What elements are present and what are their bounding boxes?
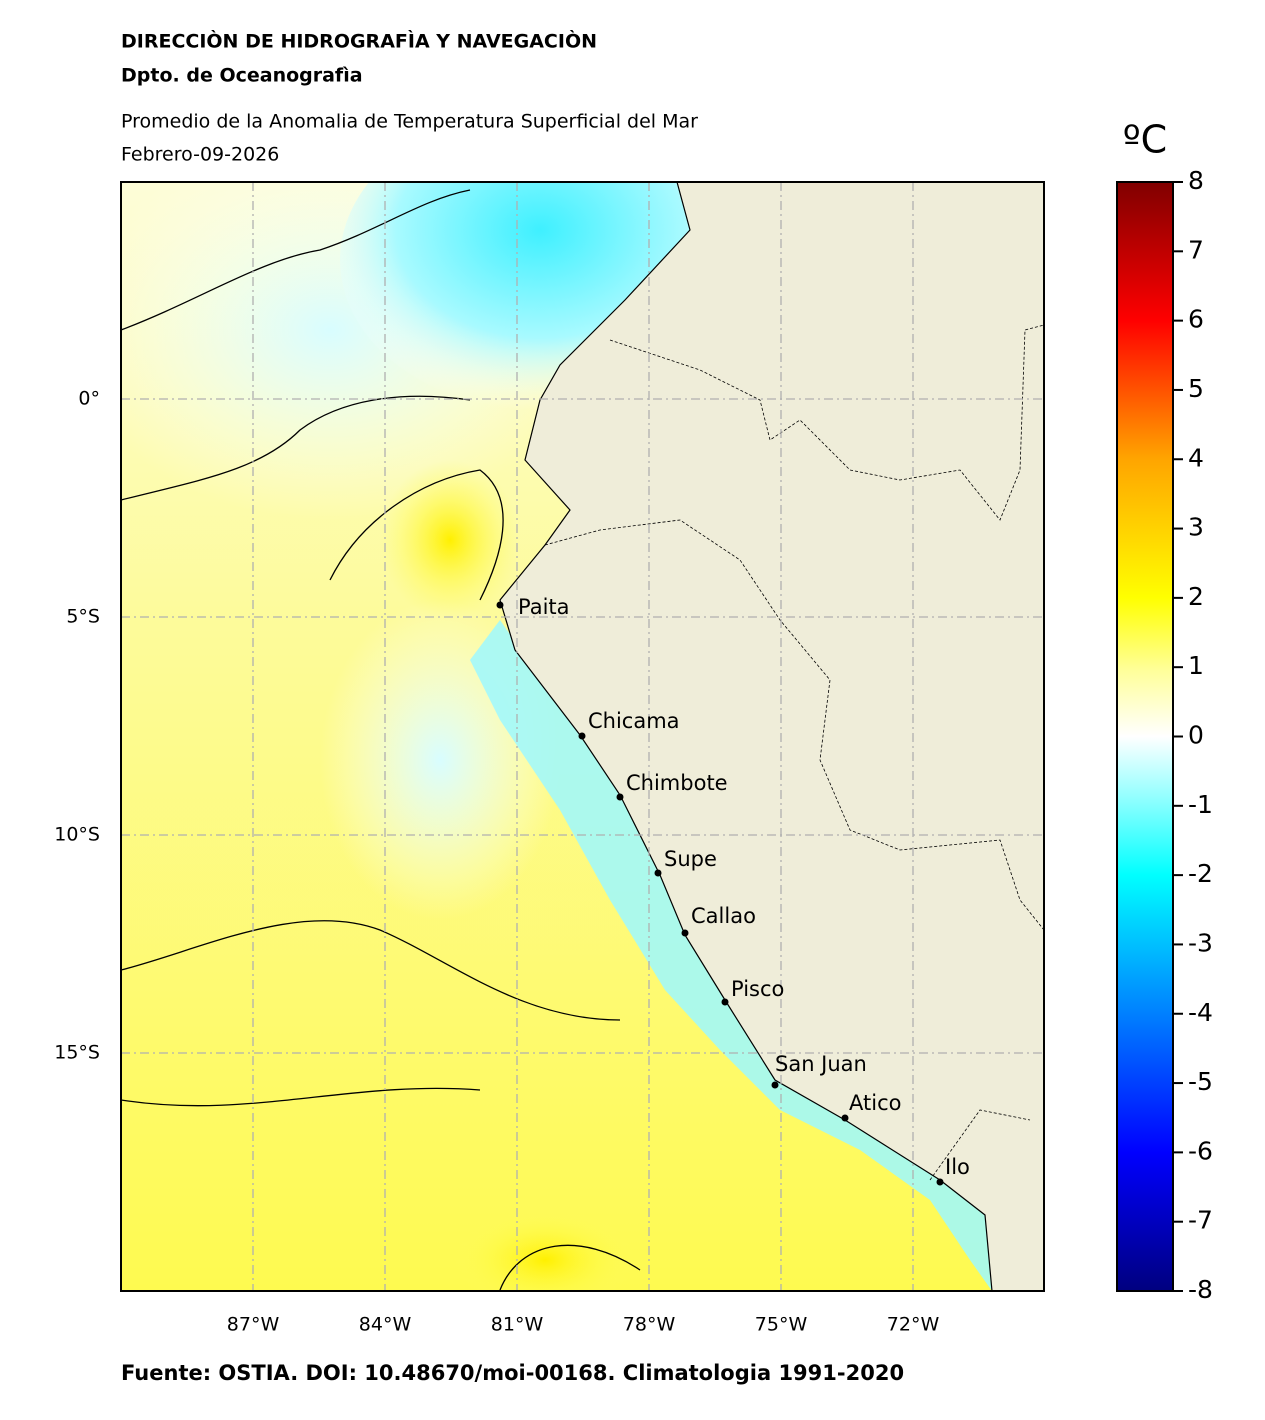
city-label: Supe: [664, 847, 717, 871]
colorbar-label: ºC: [1123, 118, 1167, 162]
colorbar-tick-label: -1: [1188, 790, 1213, 819]
contour: [121, 189, 641, 1291]
colorbar-tick-label: -7: [1188, 1206, 1213, 1235]
colorbar-tick-label: 4: [1188, 443, 1204, 472]
city-label: San Juan: [775, 1052, 867, 1076]
city-label: Chimbote: [626, 771, 728, 795]
map-title: Promedio de la Anomalia de Temperatura S…: [121, 111, 698, 133]
colorbar-tick-label: 3: [1188, 513, 1204, 542]
colorbar-tick-label: -5: [1188, 1067, 1213, 1096]
city-label: Pisco: [731, 977, 784, 1001]
map-frame: [120, 181, 1045, 1292]
colorbar-tick-label: -4: [1188, 998, 1213, 1027]
borders: [544, 324, 1044, 1181]
colorbar-tick-label: 1: [1188, 651, 1204, 680]
city-label: Callao: [691, 904, 756, 928]
coastal-cold-strip: [470, 620, 992, 1291]
lat-tick-label: 15°S: [54, 1042, 100, 1064]
colorbar-tick-label: 2: [1188, 582, 1204, 611]
lat-tick-label: 5°S: [66, 606, 100, 628]
city-marker: [496, 601, 504, 609]
colorbar-tick-label: 6: [1188, 305, 1204, 334]
colorbar-tick-label: 0: [1188, 721, 1204, 750]
city-label: Chicama: [588, 709, 680, 733]
anomaly-patch: [455, 1210, 635, 1291]
lon-tick-label: 81°W: [491, 1314, 544, 1336]
colorbar-tick-label: 7: [1188, 235, 1204, 264]
colorbar-tick-label: 8: [1188, 166, 1204, 195]
lon-tick-label: 87°W: [227, 1314, 280, 1336]
city-marker: [616, 793, 624, 801]
city-marker: [578, 732, 586, 740]
lon-tick-label: 78°W: [623, 1314, 676, 1336]
footer: Fuente: OSTIA. DOI: 10.48670/moi-00168. …: [121, 1361, 904, 1385]
anomaly-patch: [380, 460, 520, 620]
header-title: DIRECCIÒN DE HIDROGRAFÌA Y NAVEGACIÒN: [121, 29, 597, 53]
colorbar-tick-label: 5: [1188, 374, 1204, 403]
colorbar: [1116, 181, 1174, 1292]
city-label: Ilo: [945, 1155, 970, 1179]
city-marker: [681, 929, 689, 937]
city-marker: [771, 1081, 779, 1089]
colorbar-tick-label: -8: [1188, 1275, 1213, 1304]
colorbar-tick-label: -2: [1188, 859, 1213, 888]
city-marker: [841, 1114, 849, 1122]
city-label: Paita: [518, 595, 570, 619]
map-area: [121, 182, 1044, 1291]
city-marker: [721, 998, 729, 1006]
city-marker: [654, 869, 662, 877]
city-marker: [936, 1178, 944, 1186]
lon-tick-label: 84°W: [359, 1314, 412, 1336]
colorbar-tick-label: -6: [1188, 1136, 1213, 1165]
lon-tick-label: 72°W: [887, 1314, 940, 1336]
header-subtitle: Dpto. de Oceanografìa: [121, 65, 363, 87]
city-label: Atico: [849, 1091, 901, 1115]
map-date: Febrero-09-2026: [121, 144, 279, 166]
lon-tick-label: 75°W: [755, 1314, 808, 1336]
colorbar-tick-label: -3: [1188, 928, 1213, 957]
lat-tick-label: 10°S: [54, 824, 100, 846]
lat-tick-label: 0°: [78, 388, 100, 410]
